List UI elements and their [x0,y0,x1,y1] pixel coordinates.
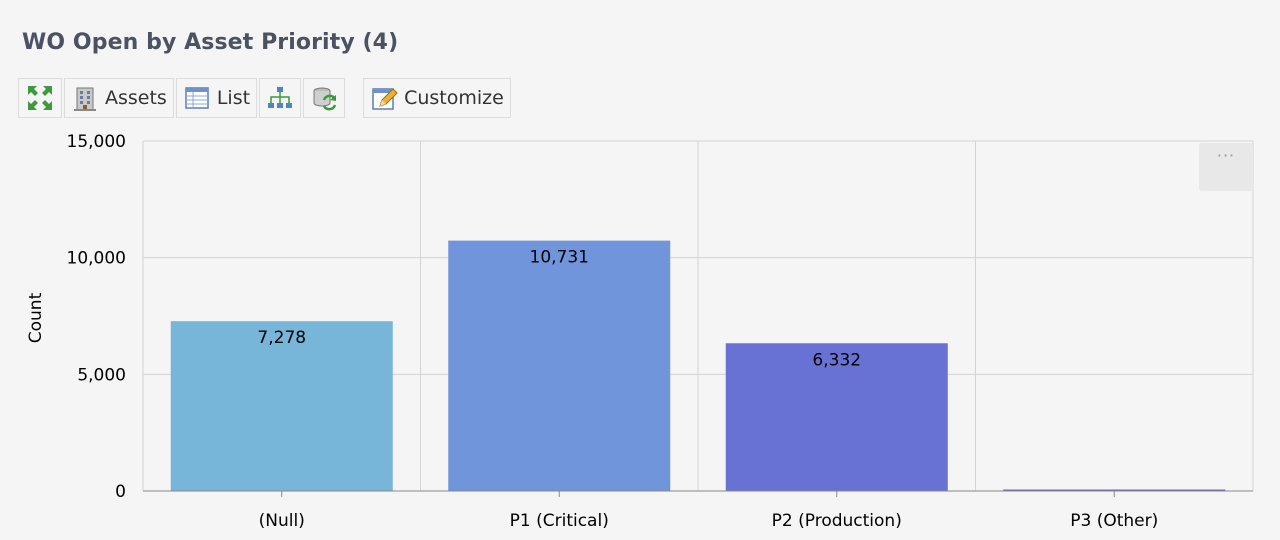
customize-button[interactable]: Customize [363,78,511,118]
chart-menu-button[interactable]: ··· [1199,143,1253,191]
list-label: List [216,87,251,109]
hierarchy-button[interactable] [259,78,302,118]
bar-chart: 7,278 10,731 6,332 0 5,000 10,000 15,000 (Nul… [26,132,1254,531]
y-tick-label: 10,000 [67,249,126,269]
bar-value-label: 7,278 [257,328,306,348]
assets-label: Assets [105,87,167,109]
page-title: WO Open by Asset Priority (4) [22,30,399,55]
y-axis: 0 5,000 10,000 15,000 [67,132,126,502]
bar[interactable] [170,321,393,491]
bar[interactable] [725,343,948,491]
table-list-icon [183,84,211,112]
building-icon [71,84,99,112]
list-button[interactable]: List [175,78,258,118]
customize-label: Customize [404,87,504,109]
y-tick-label: 0 [115,482,126,502]
y-tick-label: 5,000 [77,365,126,385]
expand-button[interactable] [18,78,62,118]
bar-value-label: 6,332 [812,350,861,370]
expand-arrows-icon [25,83,55,113]
y-tick-label: 15,000 [67,132,126,152]
refresh-data-button[interactable] [303,78,346,118]
chart-toolbar: Assets List [18,78,513,120]
data-labels: 7,278 10,731 6,332 [257,248,861,371]
x-axis: (Null) P1 (Critical) P2 (Production) P3 (Ot… [143,490,1253,531]
bar[interactable] [1003,489,1226,492]
assets-button[interactable]: Assets [64,78,174,118]
bar[interactable] [448,240,671,491]
x-tick-label: (Null) [259,511,305,531]
x-tick-label: P3 (Other) [1070,511,1158,531]
refresh-data-icon [310,84,338,112]
chart-area: 7,278 10,731 6,332 0 5,000 10,000 15,000 (Nul… [0,125,1280,540]
customize-edit-icon [370,84,398,112]
x-tick-label: P1 (Critical) [510,511,609,531]
x-tick-label: P2 (Production) [772,511,902,531]
hierarchy-icon [266,84,294,112]
bars [170,240,1226,492]
y-axis-label: Count [26,292,46,343]
bar-value-label: 10,731 [530,248,589,268]
